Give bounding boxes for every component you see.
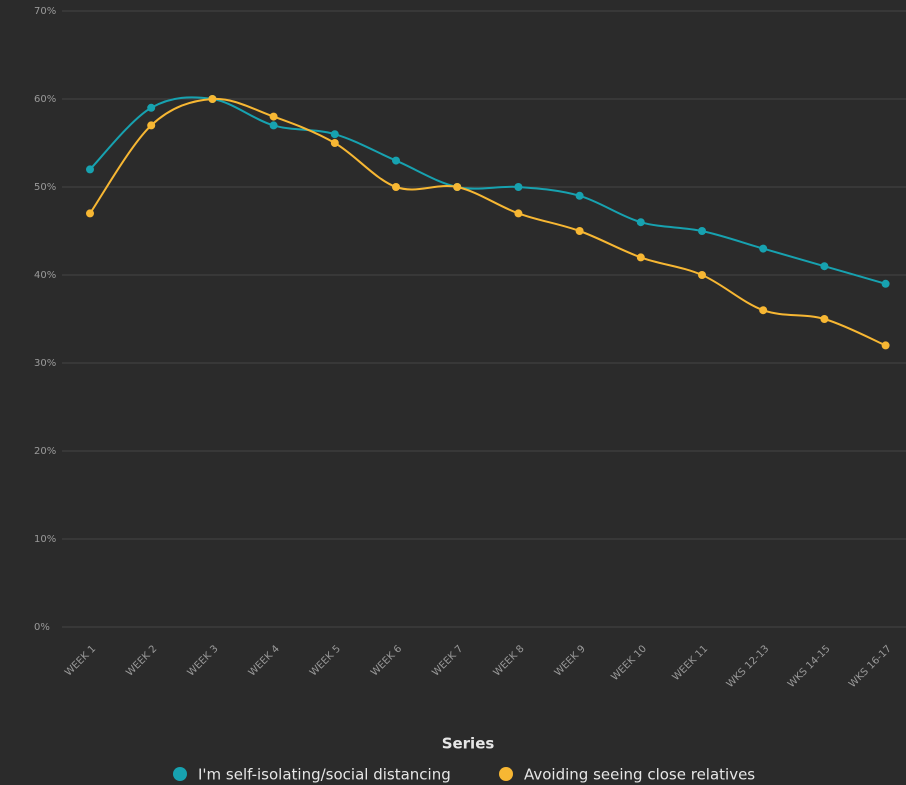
y-tick-label: 30% [34,358,56,369]
point [759,244,768,253]
legend-title: Series [442,735,495,753]
point [820,315,829,323]
point [759,306,768,315]
point [330,130,339,139]
point [147,103,156,112]
y-tick-label: 10% [34,534,56,545]
point [698,227,706,235]
point [698,271,706,279]
y-tick-label: 0% [34,622,50,633]
point [514,183,523,191]
point [330,139,339,147]
point [86,165,94,174]
legend-label: I'm self-isolating/social distancing [198,766,451,784]
point [881,341,890,350]
y-tick-label: 50% [34,182,56,193]
point [392,156,400,165]
legend-label: Avoiding seeing close relatives [524,766,755,784]
point [575,191,584,200]
y-tick-label: 60% [34,94,56,105]
y-tick-label: 20% [34,446,56,457]
point [636,253,645,262]
point [269,121,278,130]
y-tick-label: 40% [34,270,56,281]
y-tick-label: 70% [34,6,56,17]
point [881,279,890,288]
point [575,227,584,235]
point [86,209,94,218]
point [514,209,523,218]
point [392,183,400,191]
point [636,218,645,227]
point [453,183,462,191]
point [208,95,217,103]
point [147,121,156,130]
legend-marker [499,767,513,781]
legend-marker [173,767,187,781]
point [269,112,278,121]
point [820,262,829,271]
